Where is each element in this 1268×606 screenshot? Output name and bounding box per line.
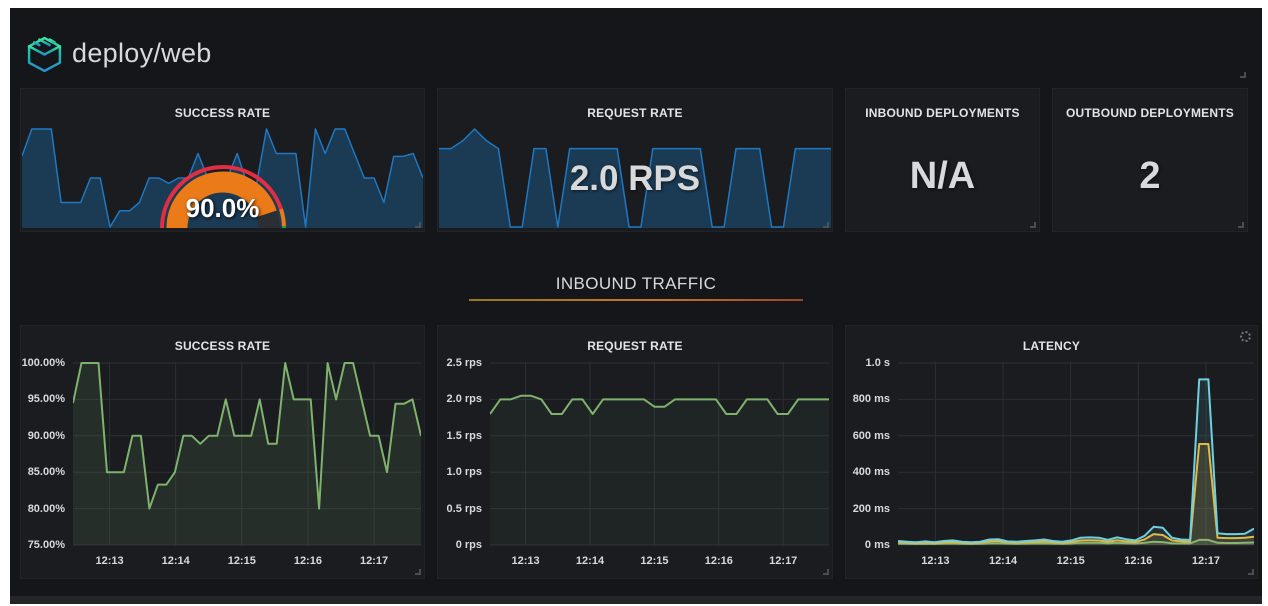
x-tick-label: 12:13 [511,555,540,567]
request-rate-value: 2.0 RPS [569,159,701,198]
x-tick-label: 12:16 [293,555,322,567]
outbound-deployments-value: 2 [1139,155,1161,197]
x-axis: 12:13 12:14 12:15 12:16 12:17 [898,555,1254,571]
inbound-deployments-value: N/A [909,155,976,197]
panel-resize-handle[interactable] [823,222,829,228]
next-row-edge [10,596,1262,604]
y-tick-label: 2.0 rps [446,393,482,406]
panel-success-rate-chart: SUCCESS RATE 100.00% 95.00% 90.00% 85.00% 80… [20,325,425,579]
panel-resize-handle[interactable] [1030,222,1036,228]
y-tick-label: 1.0 rps [446,466,482,479]
panel-resize-handle[interactable] [1248,569,1254,575]
app-logo-icon [27,36,62,73]
y-tick-label: 200 ms [852,502,890,515]
y-axis: 1.0 s 800 ms 600 ms 400 ms 200 ms 0 ms [846,357,898,551]
dashboard-title: deploy/web [72,38,212,68]
panel-request-rate-chart: REQUEST RATE 2.5 rps 2.0 rps 1.5 rps 1.0 rp… [437,325,833,579]
y-tick-label: 0 ms [864,539,890,551]
success-rate-gauge: 90.0% [155,158,291,230]
x-tick-label: 12:15 [227,555,256,567]
x-tick-label: 12:15 [1056,555,1085,567]
latency-plot[interactable] [898,362,1254,546]
x-axis: 12:13 12:14 12:15 12:16 12:17 [73,555,421,571]
y-tick-label: 95.00% [27,393,65,406]
x-tick-label: 12:16 [704,555,733,567]
panel-outbound-deployments: OUTBOUND DEPLOYMENTS 2 [1052,88,1248,232]
panel-resize-handle[interactable] [823,569,829,575]
x-tick-label: 12:14 [161,555,190,567]
y-tick-label: 85.00% [27,466,65,479]
request-rate-sparkline[interactable] [439,128,831,228]
dashboard: deploy/web SUCCESS RATE 90.0% REQUEST RA… [10,8,1262,604]
y-tick-label: 0.5 rps [446,502,482,515]
x-tick-label: 12:13 [921,555,950,567]
panel-title[interactable]: SUCCESS RATE [174,339,271,353]
y-tick-label: 80.00% [27,502,65,515]
success-rate-plot[interactable] [73,362,421,546]
request-rate-plot[interactable] [490,362,829,546]
y-tick-label: 2.5 rps [446,357,482,369]
y-tick-label: 1.0 s [865,357,890,369]
row-title-underline [469,299,803,301]
panel-success-rate: SUCCESS RATE 90.0% [20,88,425,232]
header-panel: deploy/web [18,14,1250,80]
x-tick-label: 12:16 [1124,555,1153,567]
panel-resize-handle[interactable] [415,569,421,575]
y-tick-label: 100.00% [21,357,65,369]
x-tick-label: 12:17 [359,555,389,567]
x-tick-label: 12:15 [640,555,669,567]
x-tick-label: 12:14 [575,555,605,567]
x-tick-label: 12:17 [769,555,798,567]
y-axis: 2.5 rps 2.0 rps 1.5 rps 1.0 rps 0.5 rps 0 rps [438,357,490,551]
row-header-inbound-traffic[interactable]: INBOUND TRAFFIC [10,274,1262,301]
panel-title[interactable]: SUCCESS RATE [174,106,271,120]
y-tick-label: 0 rps [455,539,482,551]
panel-request-rate: REQUEST RATE 2.0 RPS [437,88,833,232]
panel-resize-handle[interactable] [1238,222,1244,228]
y-tick-label: 600 ms [852,429,890,442]
row-title[interactable]: INBOUND TRAFFIC [555,274,717,293]
y-axis: 100.00% 95.00% 90.00% 85.00% 80.00% 75.00% [21,357,73,551]
y-tick-label: 800 ms [852,393,890,406]
x-tick-label: 12:17 [1191,555,1221,567]
y-tick-label: 1.5 rps [446,429,482,442]
gauge-value: 90.0% [185,193,260,223]
panel-title[interactable]: INBOUND DEPLOYMENTS [865,106,1020,120]
panel-latency-chart: LATENCY 1.0 s 800 ms 600 ms 400 ms 200 ms 0 m… [845,325,1258,579]
panel-title[interactable]: REQUEST RATE [587,339,683,353]
x-tick-label: 12:13 [95,555,124,567]
x-tick-label: 12:14 [988,555,1018,567]
y-tick-label: 400 ms [852,466,890,479]
panel-inbound-deployments: INBOUND DEPLOYMENTS N/A [845,88,1040,232]
loading-spinner-icon [1240,331,1251,342]
panel-resize-handle[interactable] [415,222,421,228]
y-tick-label: 75.00% [27,539,65,551]
panel-title[interactable]: REQUEST RATE [587,106,683,120]
panel-title[interactable]: OUTBOUND DEPLOYMENTS [1065,106,1234,120]
panel-title[interactable]: LATENCY [1022,339,1081,353]
y-tick-label: 90.00% [27,429,65,442]
x-axis: 12:13 12:14 12:15 12:16 12:17 [490,555,829,571]
panel-resize-handle[interactable] [1240,72,1246,78]
